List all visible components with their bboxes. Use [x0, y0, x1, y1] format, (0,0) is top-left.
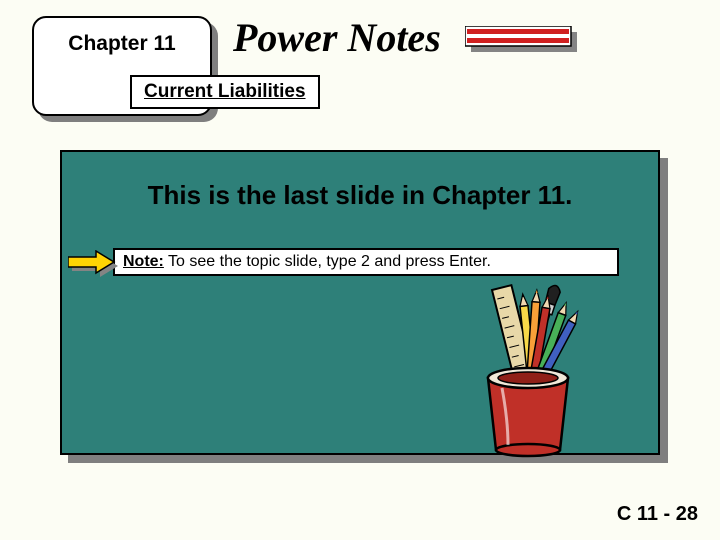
arrow-right-icon: [68, 250, 120, 278]
pencil-cup-icon: [434, 280, 614, 460]
slide-number: C 11 - 28: [617, 503, 698, 526]
note-label: Note:: [123, 253, 164, 270]
subtitle-box: Current Liabilities: [130, 75, 320, 109]
page-title: Power Notes: [233, 14, 441, 61]
subtitle-text: Current Liabilities: [144, 81, 306, 102]
note-text: To see the topic slide, type 2 and press…: [164, 253, 491, 270]
chapter-label: Chapter 11: [68, 32, 175, 56]
main-text: This is the last slide in Chapter 11.: [76, 180, 644, 211]
note-box: Note: To see the topic slide, type 2 and…: [113, 248, 619, 276]
stripes-icon: [465, 26, 585, 58]
